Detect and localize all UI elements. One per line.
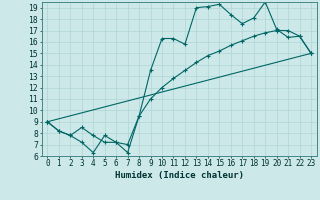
X-axis label: Humidex (Indice chaleur): Humidex (Indice chaleur): [115, 171, 244, 180]
